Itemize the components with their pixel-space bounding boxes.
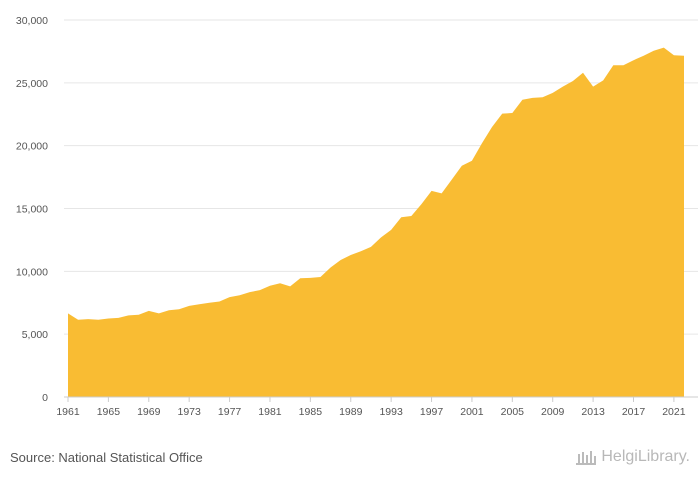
area-chart: 0 5,000 10,000 15,000 20,000 25,000 30,000 1961… (16, 15, 698, 418)
brand-name: HelgiLibrary. (601, 448, 690, 465)
library-columns-icon (576, 451, 597, 465)
y-tick-label: 5,000 (22, 329, 48, 341)
x-tick-label: 1977 (218, 406, 242, 418)
y-tick-label: 15,000 (16, 204, 48, 216)
x-tick-label: 1965 (97, 406, 121, 418)
x-tick-label: 2013 (581, 406, 605, 418)
x-tick-label: 2017 (622, 406, 646, 418)
x-tick-label: 1981 (258, 406, 282, 418)
x-tick-label: 1997 (420, 406, 444, 418)
x-tick-label: 1973 (178, 406, 202, 418)
y-tick-label: 25,000 (16, 78, 48, 90)
source-note: Source: National Statistical Office (10, 450, 203, 465)
x-tick-label: 1985 (299, 406, 323, 418)
x-tick-label: 1969 (137, 406, 161, 418)
brand-logo[interactable]: HelgiLibrary. (575, 448, 690, 466)
x-tick-label: 1993 (379, 406, 403, 418)
x-tick-label: 1961 (56, 406, 80, 418)
area-series (68, 47, 684, 398)
x-tick-label: 2009 (541, 406, 565, 418)
x-tick-label: 2021 (662, 406, 686, 418)
y-tick-label: 30,000 (16, 15, 48, 27)
y-tick-label: 10,000 (16, 266, 48, 278)
x-tick-label: 2005 (501, 406, 525, 418)
y-tick-label: 0 (42, 392, 48, 404)
x-tick-label: 1989 (339, 406, 363, 418)
y-tick-label: 20,000 (16, 141, 48, 153)
x-tick-label: 2001 (460, 406, 484, 418)
area-fill (68, 47, 684, 398)
axes: 0 5,000 10,000 15,000 20,000 25,000 30,000 1961… (16, 15, 698, 418)
